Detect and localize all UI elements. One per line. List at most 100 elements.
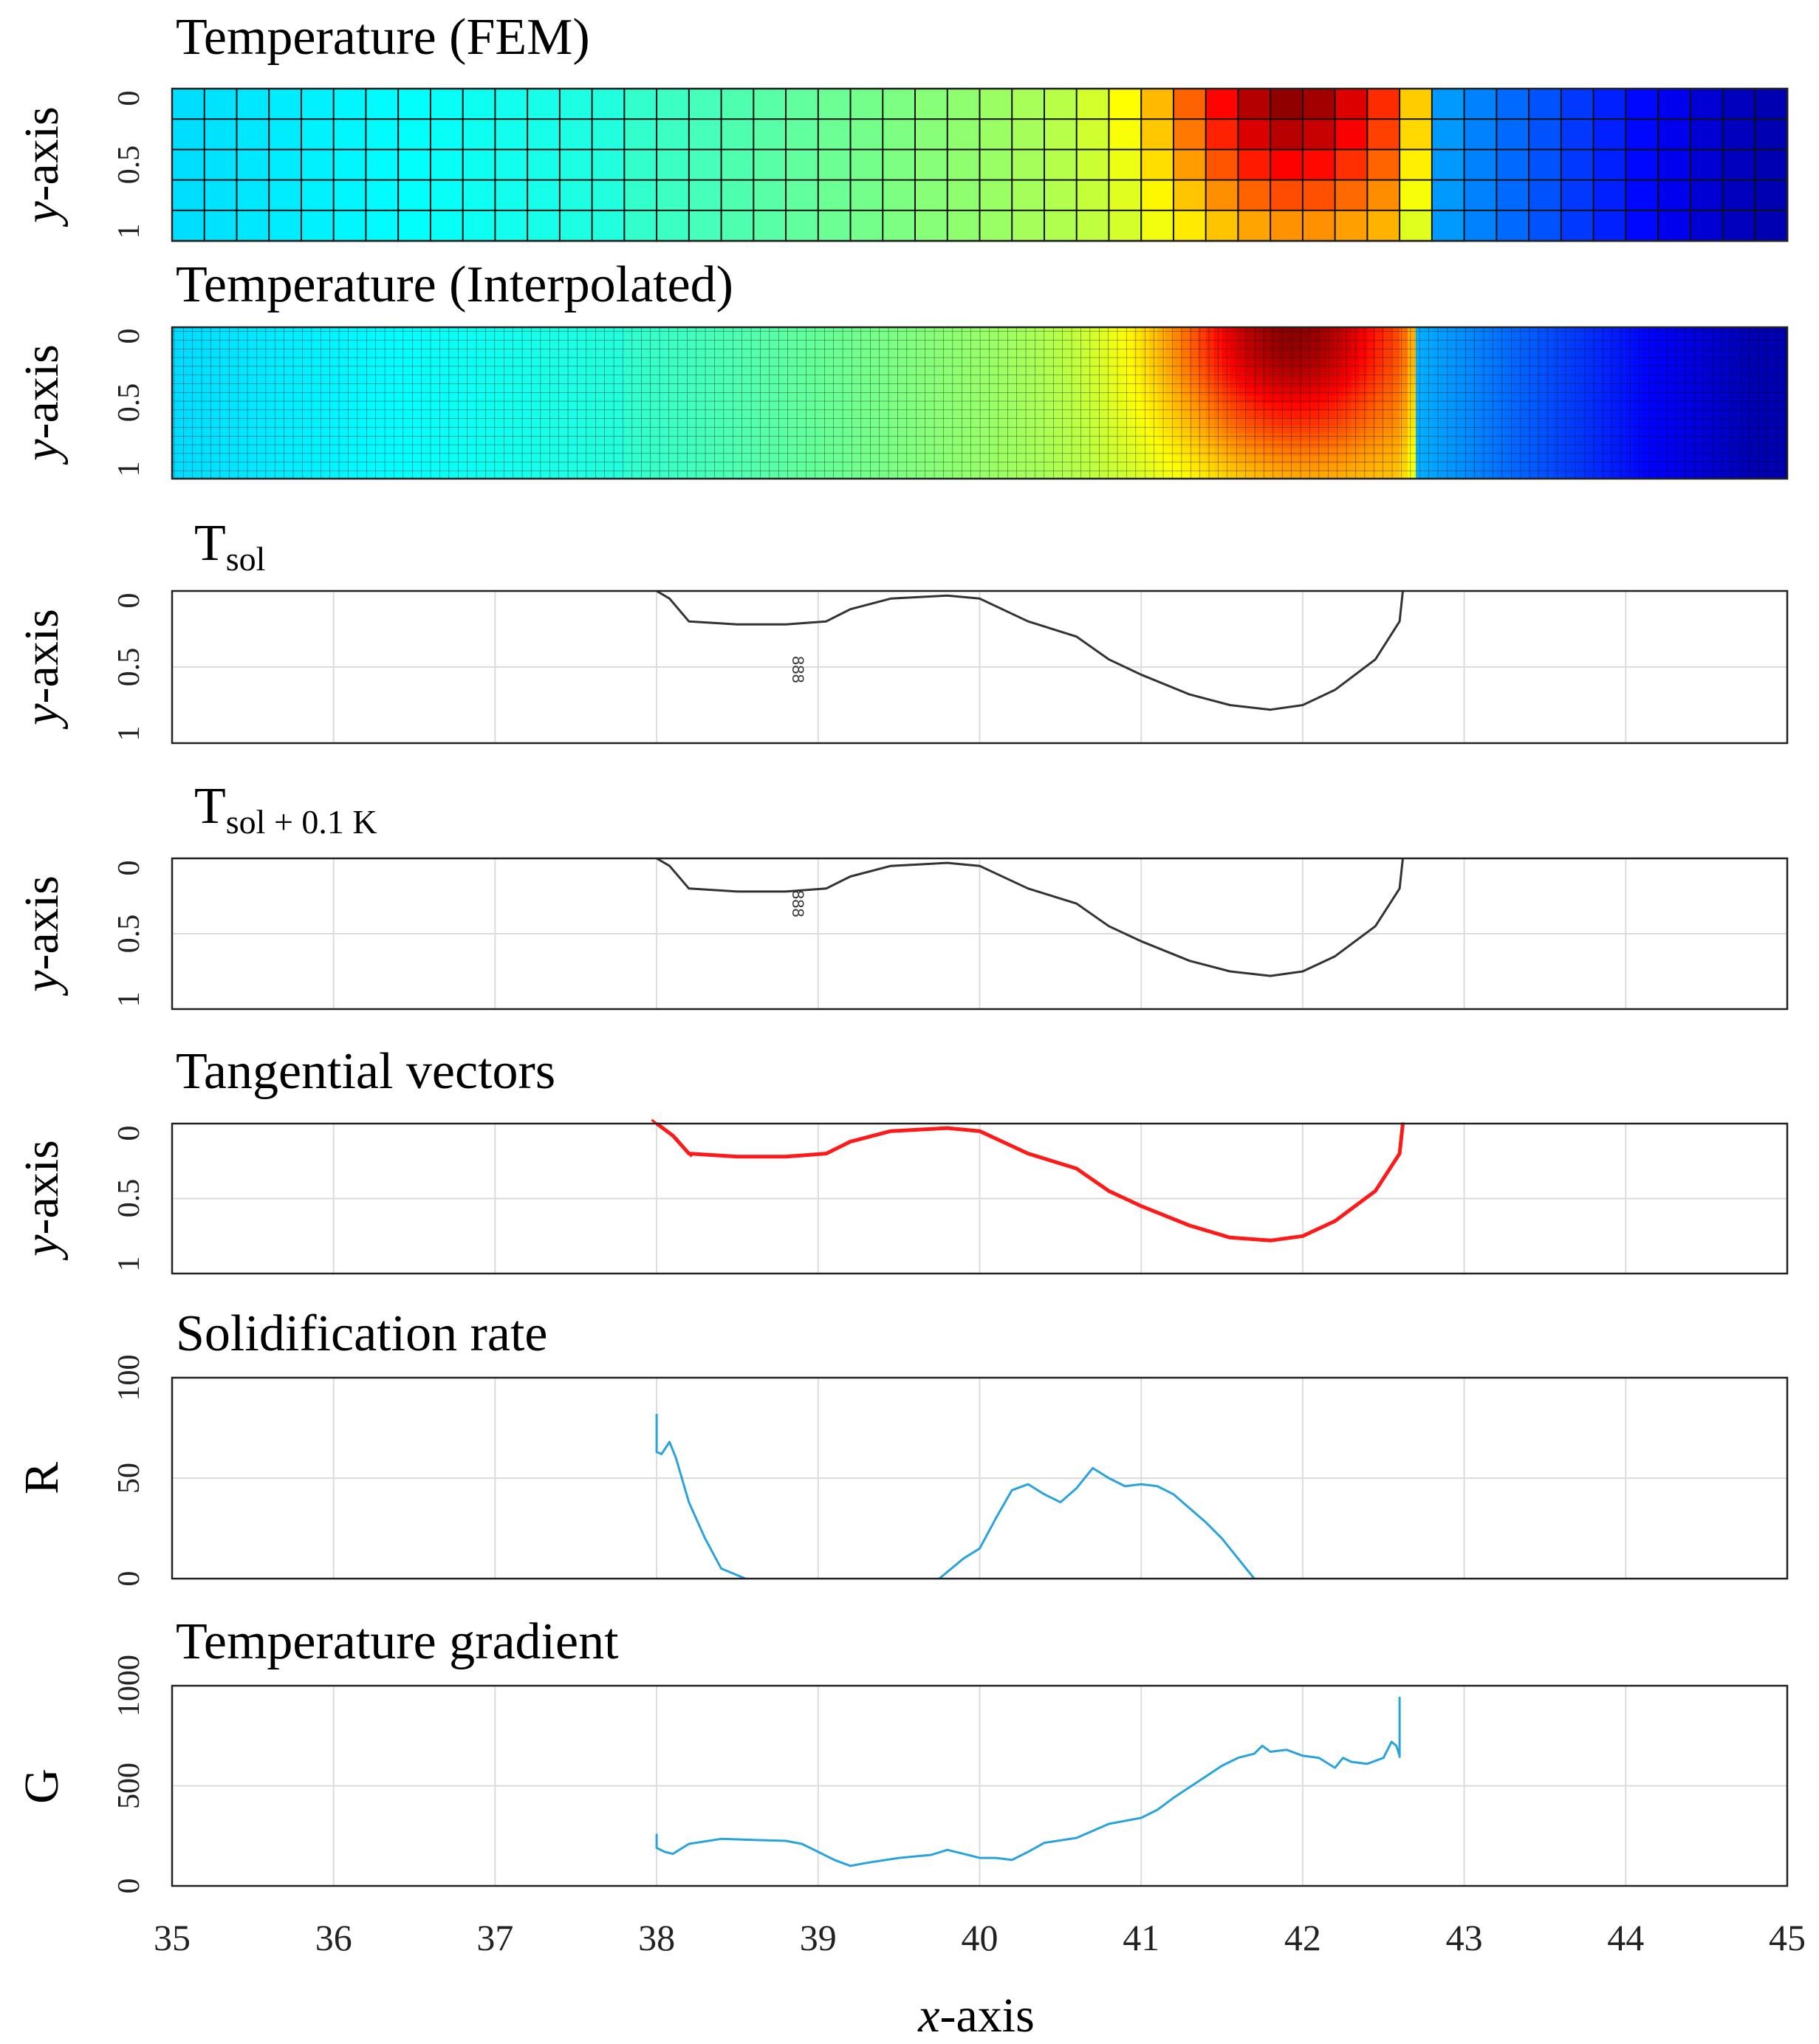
y-tick: 100 [112, 1355, 146, 1401]
heatmap-cell [462, 88, 496, 120]
heatmap-cell [397, 209, 432, 242]
heatmap-cell [882, 148, 917, 181]
tangent-vector [1398, 1122, 1405, 1155]
heatmap-cell [203, 118, 238, 151]
panel-tsol: Tsol 888 0 0.5 1 y-axis [15, 515, 1789, 745]
heatmap-cell [1043, 179, 1078, 212]
data-line [938, 1466, 1256, 1580]
data-line [655, 1696, 1401, 1867]
tangent-vector [1304, 1220, 1335, 1237]
heatmap-cell [623, 118, 658, 151]
tangent-vector [1233, 1237, 1267, 1242]
heatmap-cell [849, 148, 884, 181]
y-tick-1: 1 [112, 1257, 146, 1272]
heatmap-cell [1011, 179, 1046, 212]
heatmap-cell [236, 179, 270, 212]
heatmap-cell [558, 148, 594, 181]
heatmap-cell [365, 88, 400, 120]
heatmap-cell [785, 88, 820, 120]
heatmap-cell [558, 179, 594, 212]
heatmap-cell [1043, 118, 1078, 151]
heatmap-cell [268, 88, 303, 120]
heatmap-cell [914, 179, 949, 212]
tangent-vector [789, 1152, 823, 1158]
heatmap-cell [623, 148, 658, 181]
heatmap-cell [1366, 88, 1401, 120]
heatmap-cell [1366, 118, 1401, 151]
tangent-vector [1193, 1226, 1226, 1237]
panel-title-fem: Temperature (FEM) [176, 9, 590, 66]
heatmap-cell [429, 88, 465, 120]
heatmap-cell [1496, 88, 1530, 120]
tangent-vector [947, 1127, 980, 1132]
tangent-vector [1078, 1169, 1107, 1190]
heatmap-cell [365, 209, 400, 242]
x-tick: 41 [1123, 1917, 1159, 1958]
heatmap-cell [1205, 88, 1239, 120]
heatmap-cell [1140, 148, 1175, 181]
heatmap-cell [1560, 179, 1594, 212]
heatmap-cell [817, 209, 852, 242]
heatmap-cell [365, 179, 400, 212]
heatmap-cell [979, 209, 1013, 242]
heatmap-cell [494, 88, 529, 120]
heatmap-cell [1108, 118, 1143, 151]
heatmap-cell [1237, 179, 1272, 212]
heatmap-cell [1657, 209, 1692, 242]
tangent-vector [1270, 1234, 1304, 1242]
y-tick-0: 0 [112, 1126, 146, 1141]
y-tick-0.5: 0.5 [112, 383, 146, 423]
tangent-vector [854, 1131, 887, 1142]
heatmap-cell [1754, 148, 1789, 181]
heatmap-cell [1140, 209, 1175, 242]
heatmap-cell [494, 209, 529, 242]
heatmap-cell [785, 179, 820, 212]
heatmap-cell [1560, 118, 1594, 151]
heatmap-cell [591, 209, 626, 242]
heatmap-cell [429, 209, 465, 242]
heatmap-cell [203, 88, 238, 120]
panel-title-tsol-plus: Tsol + 0.1 K [194, 778, 377, 841]
heatmap-cell [656, 179, 691, 212]
y-tick-0.5: 0.5 [112, 1179, 146, 1218]
heatmap-cell [1270, 209, 1304, 242]
heatmap-cell [1754, 118, 1789, 151]
tangent-vector [1109, 1190, 1140, 1207]
y-tick-0.5: 0.5 [112, 648, 146, 687]
tangent-vector [823, 1139, 854, 1156]
heatmap-cell [720, 88, 755, 120]
y-tick-1: 1 [112, 726, 146, 742]
heatmap-cell [236, 88, 270, 120]
heatmap-cell [1301, 179, 1337, 212]
heatmap-cell [462, 179, 496, 212]
heatmap-cell [849, 118, 884, 151]
heatmap-cell [1334, 209, 1368, 242]
panel-title-tsol: Tsol [194, 515, 265, 578]
panel-rate: Solidification rate 0 50 100 R [15, 1305, 1789, 1587]
heatmap-cell [1237, 88, 1272, 120]
tangent-vector [1341, 1195, 1369, 1217]
heatmap-cell [1496, 179, 1530, 212]
heatmap-cell [332, 209, 367, 242]
heatmap-cell [1657, 179, 1692, 212]
heatmap-cell [946, 209, 981, 242]
heatmap-cell [429, 179, 465, 212]
contour-line [656, 589, 1404, 711]
heatmap-cell [1399, 209, 1433, 242]
heatmap-cell [1560, 88, 1594, 120]
heatmap-cell [688, 118, 722, 151]
x-tick: 40 [962, 1917, 998, 1958]
heatmap-cell [914, 118, 949, 151]
heatmap-cell [1754, 209, 1789, 242]
heatmap-cell [268, 118, 303, 151]
y-tick: 500 [112, 1763, 146, 1809]
heatmap-cell [1075, 148, 1110, 181]
heatmap-cell [171, 88, 206, 120]
grid-tsol [172, 591, 1787, 743]
heatmap-cell [300, 209, 335, 242]
heatmap-cell [527, 179, 561, 212]
panel-title-interp: Temperature (Interpolated) [176, 256, 733, 313]
heatmap-cell [1592, 179, 1627, 212]
heatmap-cell [882, 209, 917, 242]
